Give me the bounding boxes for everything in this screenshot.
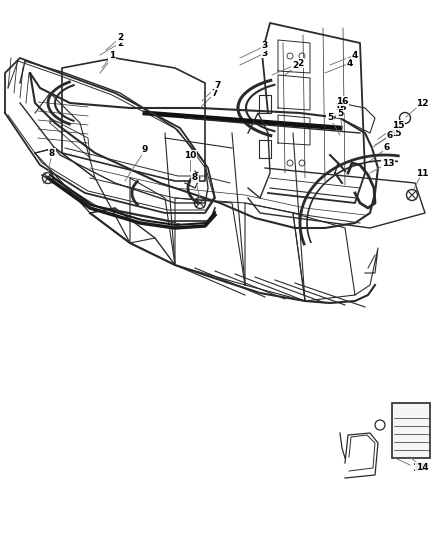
Text: 10: 10: [184, 150, 196, 159]
Text: 1: 1: [109, 51, 115, 60]
Text: 14: 14: [416, 463, 428, 472]
Text: 5: 5: [337, 109, 343, 117]
Text: 11: 11: [416, 168, 428, 177]
Text: 9: 9: [142, 146, 148, 155]
Text: 2: 2: [117, 34, 123, 43]
Text: 15: 15: [389, 128, 401, 138]
Text: 15: 15: [392, 120, 404, 130]
Text: 3: 3: [262, 42, 268, 51]
Text: 4: 4: [347, 59, 353, 68]
Text: 2: 2: [117, 38, 123, 47]
Text: 6: 6: [384, 143, 390, 152]
Text: 8: 8: [192, 174, 198, 182]
Bar: [392, 403, 430, 458]
Text: 8: 8: [49, 149, 55, 157]
Text: 16: 16: [334, 103, 346, 112]
Text: 2: 2: [297, 59, 303, 68]
Text: 4: 4: [352, 51, 358, 60]
Text: 1: 1: [109, 53, 115, 62]
Text: 7: 7: [215, 80, 221, 90]
Text: 5: 5: [327, 114, 333, 123]
Text: 12: 12: [416, 99, 428, 108]
Bar: [259, 140, 271, 158]
Text: 2: 2: [292, 61, 298, 69]
Text: 7: 7: [212, 88, 218, 98]
Text: 3: 3: [262, 49, 268, 58]
Text: 13: 13: [382, 158, 394, 167]
Bar: [259, 95, 271, 113]
Text: 16: 16: [336, 96, 348, 106]
Text: 14: 14: [413, 463, 427, 473]
Text: 6: 6: [387, 131, 393, 140]
